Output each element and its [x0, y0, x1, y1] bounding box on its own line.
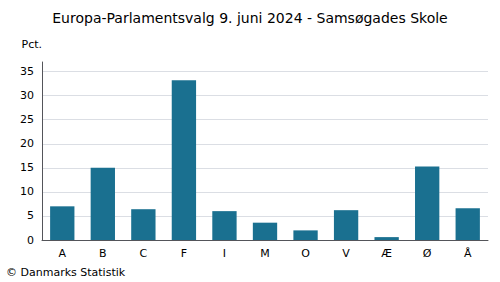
svg-text:Å: Å — [464, 247, 472, 260]
svg-text:C: C — [140, 247, 148, 260]
svg-text:Ø: Ø — [423, 247, 432, 260]
svg-text:O: O — [301, 247, 310, 260]
svg-text:10: 10 — [20, 185, 34, 198]
svg-text:Æ: Æ — [381, 247, 392, 260]
svg-text:35: 35 — [20, 65, 34, 78]
svg-text:© Danmarks Statistik: © Danmarks Statistik — [6, 266, 126, 279]
svg-text:Pct.: Pct. — [22, 38, 43, 51]
svg-text:M: M — [260, 247, 270, 260]
svg-text:25: 25 — [20, 113, 34, 126]
svg-text:A: A — [59, 247, 67, 260]
svg-text:15: 15 — [20, 161, 34, 174]
svg-text:I: I — [223, 247, 226, 260]
svg-text:V: V — [342, 247, 350, 260]
svg-text:F: F — [181, 247, 187, 260]
svg-text:B: B — [99, 247, 107, 260]
svg-text:Europa-Parlamentsvalg 9. juni: Europa-Parlamentsvalg 9. juni 2024 - Sam… — [52, 10, 447, 26]
svg-text:0: 0 — [27, 234, 34, 247]
svg-text:30: 30 — [20, 89, 34, 102]
svg-text:20: 20 — [20, 137, 34, 150]
svg-text:5: 5 — [27, 209, 34, 222]
